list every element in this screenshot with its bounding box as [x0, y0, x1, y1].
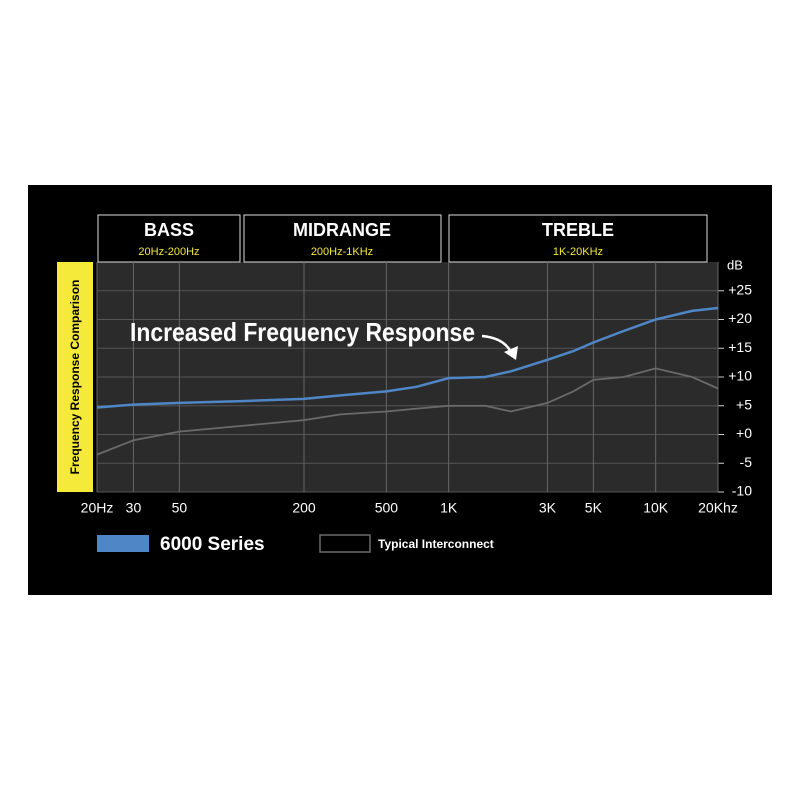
- legend-swatch: [97, 535, 149, 552]
- series-line: [96, 367, 719, 456]
- legend-swatch: [319, 534, 371, 553]
- y-label-bg: [57, 262, 93, 492]
- y-tick-label: -10: [732, 483, 752, 499]
- series-line: [96, 306, 719, 409]
- band-box: [97, 214, 241, 263]
- y-unit-label: dB: [727, 257, 743, 272]
- x-tick-label: 1K: [440, 500, 458, 516]
- x-tick-label: 20Hz: [81, 500, 114, 516]
- band-range: 20Hz-200Hz: [138, 246, 199, 258]
- legend-label: Typical Interconnect: [378, 537, 494, 551]
- band-name: TREBLE: [542, 220, 614, 240]
- y-axis-label: Frequency Response Comparison: [68, 280, 82, 475]
- annotation: Increased Frequency Response: [130, 317, 475, 347]
- y-tick-label: +20: [728, 310, 752, 326]
- y-tick-label: +15: [728, 339, 752, 355]
- x-tick-label: 500: [375, 500, 399, 516]
- y-tick-label: +25: [728, 281, 752, 297]
- annotation-arrowhead: [504, 346, 518, 360]
- x-tick-label: 5K: [585, 500, 603, 516]
- y-tick-label: +5: [736, 396, 752, 412]
- y-tick-label: +10: [728, 368, 752, 384]
- band-box: [448, 214, 708, 263]
- y-tick-label: -5: [740, 454, 753, 470]
- band-name: BASS: [144, 220, 194, 240]
- legend-label: 6000 Series: [160, 534, 265, 555]
- x-tick-label: 3K: [539, 500, 557, 516]
- band-range: 1K-20KHz: [553, 246, 603, 258]
- band-name: MIDRANGE: [293, 220, 391, 240]
- x-tick-label: 10K: [643, 500, 669, 516]
- y-tick-label: +0: [736, 425, 752, 441]
- x-tick-label: 20Khz: [698, 500, 738, 516]
- band-box: [243, 214, 442, 263]
- x-tick-label: 30: [126, 500, 142, 516]
- band-range: 200Hz-1KHz: [311, 246, 373, 258]
- x-tick-label: 200: [292, 500, 316, 516]
- x-tick-label: 50: [172, 500, 188, 516]
